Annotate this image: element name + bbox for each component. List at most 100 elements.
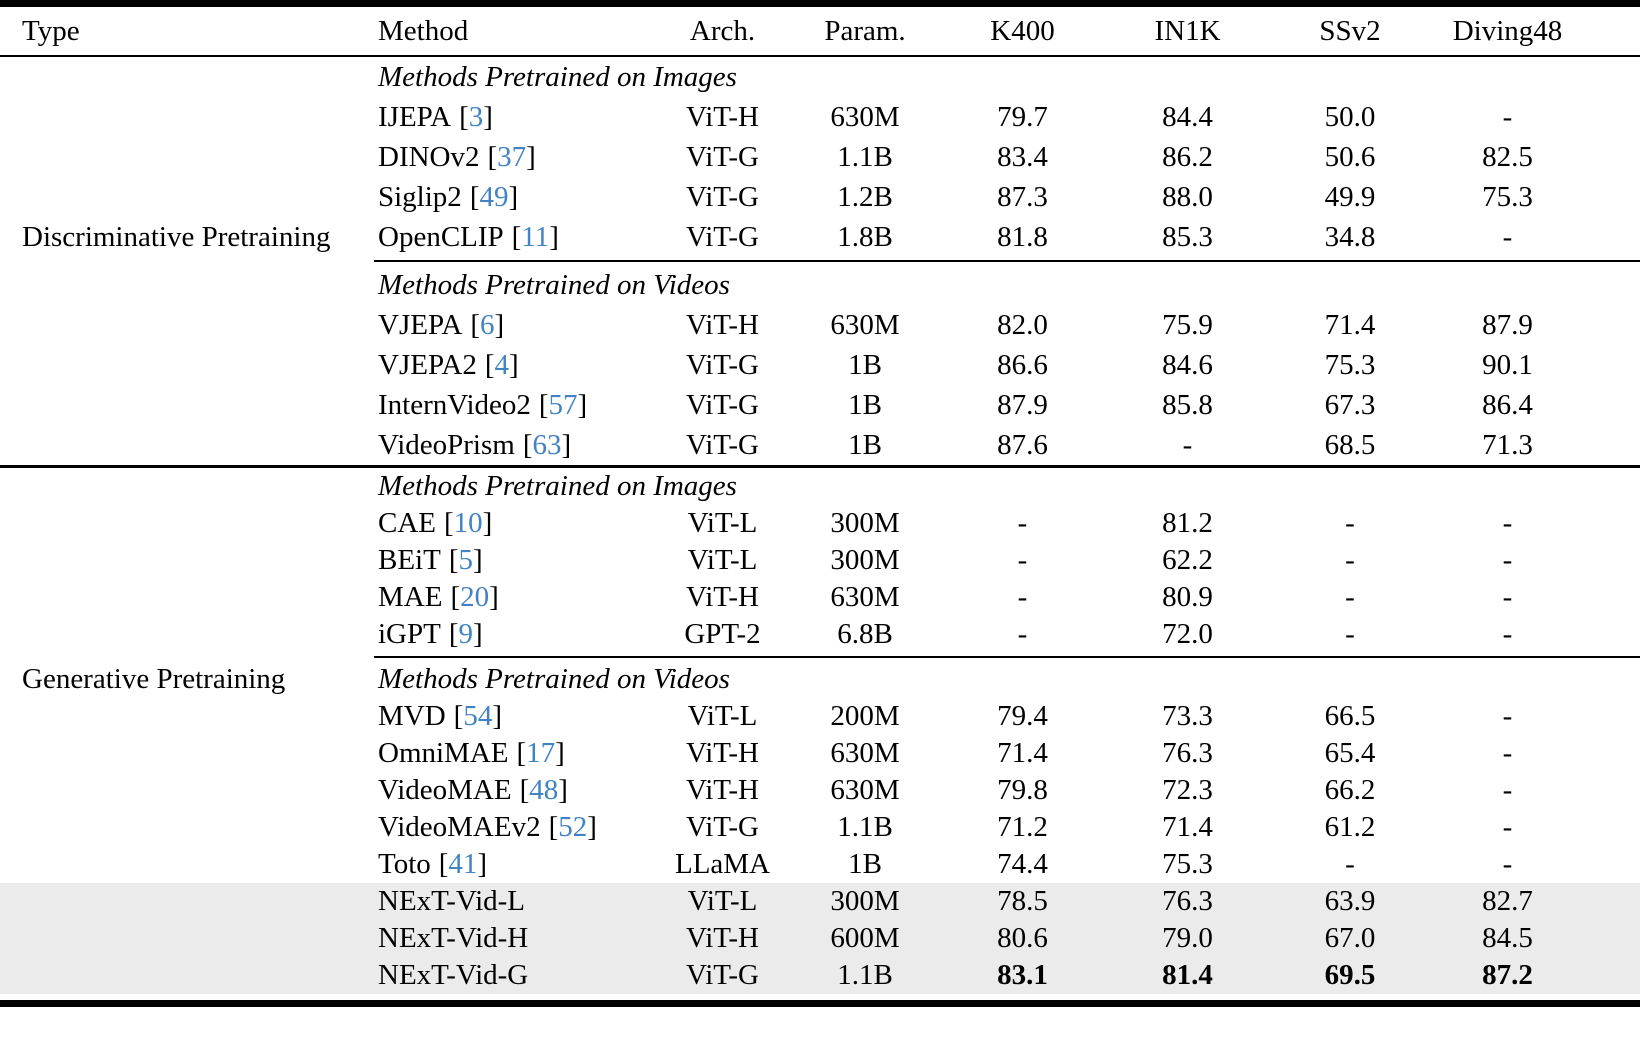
diving48-value: -	[1502, 507, 1513, 539]
citation-link[interactable]: [49]	[470, 181, 518, 213]
arch-value: ViT-L	[687, 700, 758, 732]
method-cell: VideoMAEv2 [52]	[360, 813, 655, 842]
diving48-value: -	[1502, 774, 1513, 806]
ssv2-value: 65.4	[1324, 737, 1376, 769]
citation-number: 49	[479, 180, 509, 213]
diving48-value: 90.1	[1482, 348, 1533, 381]
citation-link[interactable]: [41]	[439, 848, 487, 880]
ssv2-value: 50.0	[1324, 100, 1376, 133]
bracket-close: ]	[558, 774, 568, 806]
row-group-type-label: Discriminative Pretraining	[22, 220, 331, 253]
citation-link[interactable]: [4]	[485, 349, 519, 381]
citation-number: 20	[460, 581, 490, 613]
in1k-value: 75.9	[1162, 308, 1213, 341]
ssv2-value: 61.2	[1324, 811, 1376, 843]
citation-number: 3	[468, 100, 484, 133]
method-name: OpenCLIP	[378, 220, 504, 253]
citation-link[interactable]: [57]	[539, 389, 587, 421]
ssv2-value: 69.5	[1324, 959, 1376, 991]
k400-value: 71.2	[997, 811, 1048, 843]
table-row: CAE [10] ViT-L 300M - 81.2 - -	[0, 505, 1640, 542]
method-cell: Siglip2 [49]	[360, 181, 655, 213]
bracket-close: ]	[587, 811, 597, 843]
column-header-ssv2: SSv2	[1319, 14, 1381, 47]
in1k-value: -	[1182, 428, 1193, 461]
bracket-open: [	[444, 507, 454, 539]
citation-link[interactable]: [11]	[512, 221, 559, 253]
bracket-close: ]	[526, 140, 536, 173]
subsection-header-row: Methods Pretrained on Images	[0, 468, 1640, 505]
k400-value: 79.4	[997, 700, 1048, 732]
method-name: DINOv2	[378, 140, 480, 173]
table-row: NExT-Vid-L ViT-L 300M 78.5 76.3 63.9 82.7	[0, 883, 1640, 920]
method-name: NExT-Vid-H	[378, 922, 529, 954]
section-divider-rule	[0, 465, 1640, 468]
method-cell: VideoMAE [48]	[360, 776, 655, 805]
ssv2-value: 66.5	[1324, 700, 1376, 732]
citation-link[interactable]: [9]	[449, 618, 483, 650]
citation-link[interactable]: [54]	[454, 700, 502, 732]
method-cell: OpenCLIP [11]	[360, 220, 655, 253]
ssv2-value: 67.3	[1324, 388, 1376, 421]
arch-value: LLaMA	[674, 848, 771, 880]
method-name: VideoMAE	[378, 774, 512, 806]
method-cell: OmniMAE [17]	[360, 739, 655, 768]
method-cell: DINOv2 [37]	[360, 140, 655, 173]
bracket-open: [	[548, 811, 559, 843]
subsection-title: Methods Pretrained on Videos	[378, 268, 730, 301]
param-value: 1B	[848, 388, 882, 421]
param-value: 300M	[830, 507, 900, 539]
method-name: NExT-Vid-G	[378, 959, 529, 991]
arch-value: ViT-G	[686, 959, 759, 991]
table-row: VideoMAEv2 [52] ViT-G 1.1B 71.2 71.4 61.2 -	[0, 809, 1640, 846]
method-cell: iGPT [9]	[360, 620, 655, 649]
k400-value: 74.4	[997, 848, 1048, 880]
bracket-close: ]	[561, 428, 572, 461]
citation-number: 11	[521, 220, 550, 253]
subsection-header-row: Methods Pretrained on Images	[0, 57, 1640, 97]
k400-value: 79.7	[997, 100, 1048, 133]
citation-link[interactable]: [3]	[459, 101, 493, 133]
citation-number: 5	[458, 544, 474, 576]
citation-link[interactable]: [63]	[523, 429, 571, 461]
top-rule	[0, 0, 1640, 7]
citation-link[interactable]: [10]	[444, 507, 492, 539]
method-name: VJEPA2	[378, 348, 477, 381]
method-cell: InternVideo2 [57]	[360, 388, 655, 421]
diving48-value: -	[1502, 700, 1513, 732]
in1k-value: 85.8	[1162, 388, 1213, 421]
bracket-open: [	[448, 618, 459, 650]
param-value: 300M	[830, 544, 900, 576]
partial-rule	[374, 656, 1640, 658]
method-cell: MAE [20]	[360, 583, 655, 612]
citation-number: 6	[480, 308, 495, 341]
citation-link[interactable]: [6]	[470, 309, 504, 341]
bracket-open: [	[519, 774, 530, 806]
arch-value: ViT-H	[686, 581, 759, 613]
param-value: 630M	[830, 737, 900, 769]
citation-link[interactable]: [52]	[549, 811, 597, 843]
bracket-close: ]	[508, 180, 519, 213]
diving48-value: 75.3	[1482, 180, 1533, 213]
bracket-open: [	[484, 348, 495, 381]
in1k-value: 85.3	[1162, 220, 1213, 253]
k400-value: 71.4	[997, 737, 1048, 769]
table-body: Discriminative Pretraining Methods Pretra…	[0, 57, 1640, 994]
column-header-arch: Arch.	[689, 14, 756, 47]
bracket-close: ]	[473, 544, 483, 576]
method-cell: Toto [41]	[360, 850, 655, 879]
arch-value: ViT-G	[686, 428, 759, 461]
table-row: iGPT [9] GPT-2 6.8B - 72.0 - -	[0, 616, 1640, 653]
arch-value: ViT-H	[686, 922, 759, 954]
citation-link[interactable]: [37]	[488, 141, 536, 173]
citation-link[interactable]: [48]	[520, 774, 568, 806]
method-name: InternVideo2	[378, 388, 531, 421]
citation-link[interactable]: [17]	[517, 737, 565, 769]
subsection-title: Methods Pretrained on Videos	[378, 663, 730, 695]
param-value: 1.8B	[837, 220, 893, 253]
subsection-header-row: Methods Pretrained on Videos	[0, 265, 1640, 305]
arch-value: ViT-H	[686, 774, 759, 806]
citation-link[interactable]: [5]	[449, 544, 483, 576]
param-value: 200M	[830, 700, 900, 732]
citation-link[interactable]: [20]	[450, 581, 498, 613]
